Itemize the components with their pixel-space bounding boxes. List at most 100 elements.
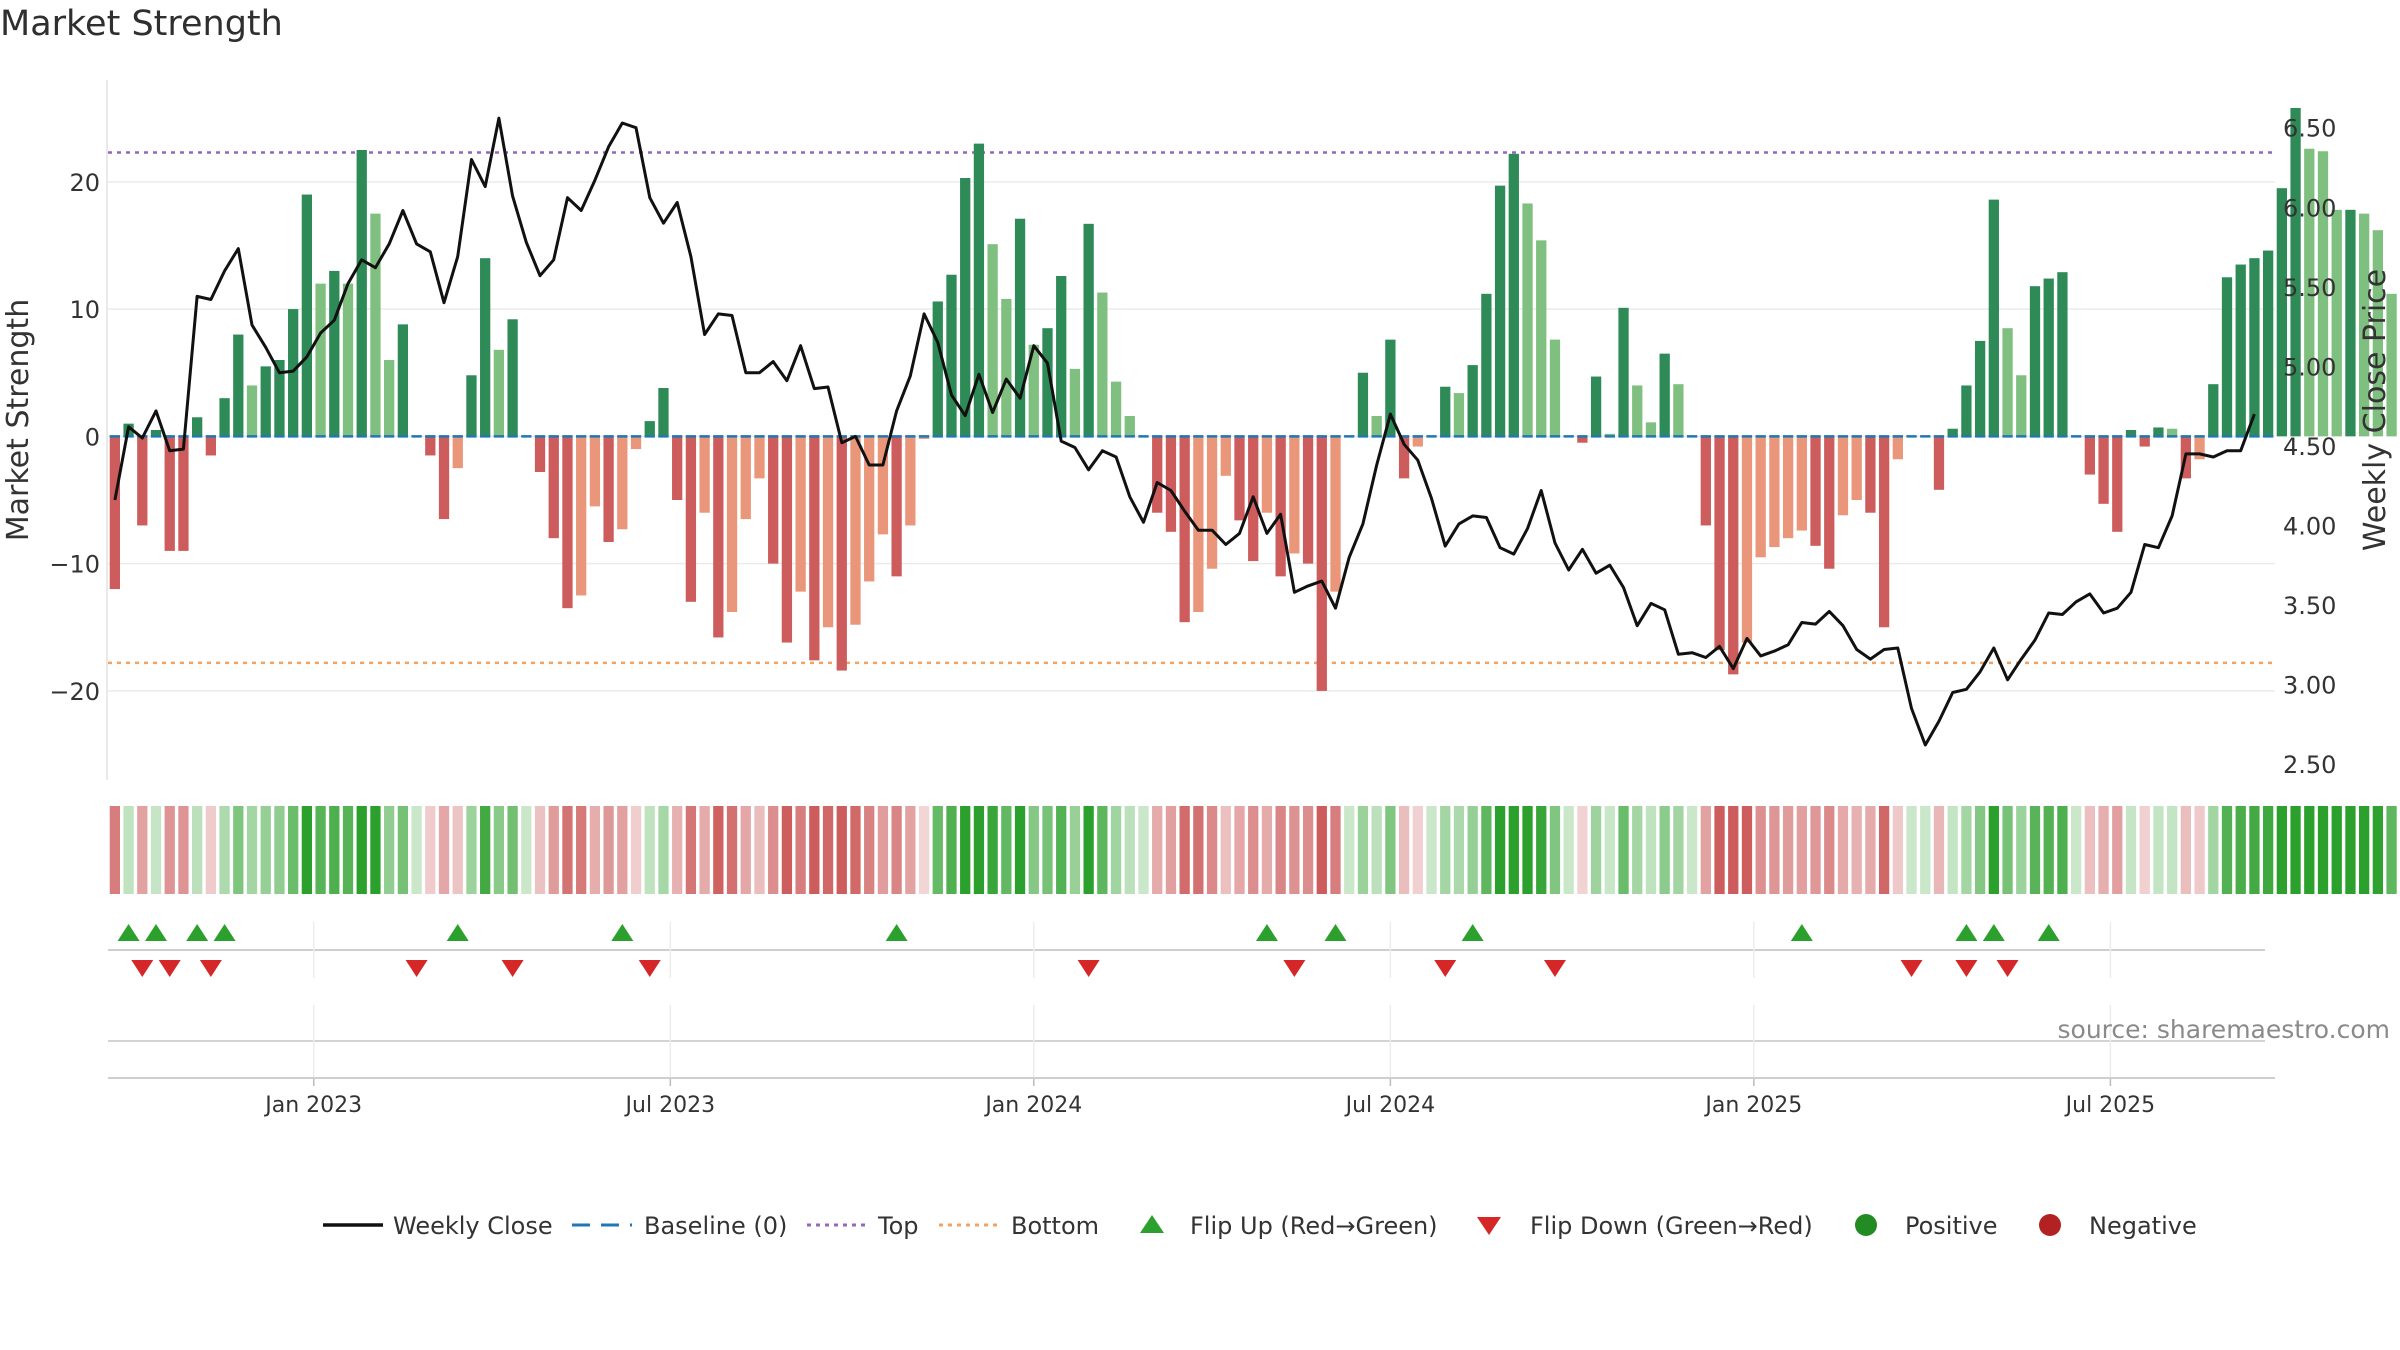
heat-cell <box>1289 806 1300 894</box>
strength-bar <box>754 436 765 479</box>
flip-up-marker <box>446 924 469 941</box>
heat-cell <box>1686 806 1698 894</box>
strength-bar <box>219 398 230 437</box>
strength-bar <box>1193 436 1204 612</box>
heat-cell <box>1069 806 1081 894</box>
strength-bar <box>1974 340 1986 437</box>
heat-cell <box>1316 806 1327 894</box>
strength-bar <box>301 194 313 437</box>
strength-bar <box>685 436 697 602</box>
strength-bar <box>1398 436 1410 479</box>
heat-cell <box>466 806 477 894</box>
strength-bar <box>1590 376 1602 437</box>
chart-legend: Weekly Close Baseline (0) Top Bottom Flip Up… <box>323 1212 2197 1240</box>
strength-bar <box>1083 223 1094 437</box>
strength-bar <box>2098 436 2109 504</box>
strength-bar <box>246 385 258 437</box>
heat-cell <box>1083 806 1094 894</box>
heat-cell <box>1577 806 1588 894</box>
strength-bar <box>630 436 642 450</box>
heat-cell <box>1645 806 1657 894</box>
strength-bar <box>1412 436 1423 447</box>
heat-cell <box>589 806 601 894</box>
weekly-close-line <box>113 116 2256 747</box>
strength-bar <box>2290 108 2301 437</box>
heat-cell <box>2386 806 2397 894</box>
heat-cell <box>836 806 847 894</box>
y-tick-label: 10 <box>69 296 100 324</box>
legend-negative-marker <box>2039 1214 2061 1236</box>
strength-bar <box>589 436 601 507</box>
strength-bar <box>315 283 326 437</box>
strength-bar <box>2043 278 2054 437</box>
heat-cell <box>1796 806 1807 894</box>
heat-cell <box>260 806 271 894</box>
heat-cell <box>713 806 724 894</box>
strength-bar <box>137 436 148 526</box>
strength-bar <box>2331 209 2342 437</box>
heat-cell <box>1453 806 1465 894</box>
heat-cell <box>946 806 957 894</box>
flip-down-marker <box>1996 960 2019 977</box>
flip-up-marker <box>1982 924 2005 941</box>
heat-cell <box>2084 806 2095 894</box>
strength-bar <box>370 213 381 437</box>
heat-cell <box>822 806 834 894</box>
y-tick-label: 20 <box>69 169 100 197</box>
heat-cell <box>932 806 943 894</box>
heat-cell <box>493 806 505 894</box>
heat-cell <box>2359 806 2370 894</box>
strength-bar <box>891 436 902 577</box>
strength-bar <box>864 436 875 582</box>
heat-cell <box>1769 806 1780 894</box>
strength-bar <box>1042 328 1053 437</box>
strength-bar <box>1741 436 1753 643</box>
heat-cell <box>1961 806 1972 894</box>
heat-cell <box>178 806 189 894</box>
strength-bar <box>1179 436 1190 623</box>
strength-bar <box>1152 436 1163 513</box>
heat-cell <box>397 806 409 894</box>
heat-cell <box>1618 806 1629 894</box>
flip-down-marker <box>1434 960 1457 977</box>
heat-cell <box>301 806 313 894</box>
strength-bar <box>918 436 930 439</box>
y2-tick-label: 3.50 <box>2283 592 2336 620</box>
strength-bar <box>672 436 683 500</box>
strength-bar <box>905 436 916 526</box>
strength-bar <box>452 436 463 469</box>
heat-cell <box>1385 806 1396 894</box>
legend-baseline-label: Baseline (0) <box>644 1212 787 1240</box>
flip-up-marker <box>611 924 634 941</box>
heat-cell <box>1892 806 1903 894</box>
strength-bar <box>1028 344 1039 437</box>
heat-cell <box>1851 806 1862 894</box>
strength-bar <box>1124 416 1135 437</box>
flip-up-marker <box>117 924 140 941</box>
heat-cell <box>1371 806 1382 894</box>
strength-bar <box>1810 436 1821 546</box>
strength-bar <box>1536 240 1547 437</box>
heat-cell <box>877 806 889 894</box>
heat-cell <box>1522 806 1533 894</box>
heat-cell <box>1344 806 1355 894</box>
strength-bar <box>726 436 738 612</box>
heat-cell <box>905 806 916 894</box>
strength-bar <box>2057 272 2068 437</box>
strength-bar <box>1933 436 1945 490</box>
heat-cell <box>2317 806 2329 894</box>
heat-cell <box>1467 806 1478 894</box>
strength-bar <box>1014 218 1026 437</box>
heat-cell <box>1920 806 1931 894</box>
strength-bar <box>2002 328 2013 437</box>
heat-cell <box>1782 806 1794 894</box>
strength-bar <box>342 283 354 437</box>
strength-bar <box>1165 436 1177 532</box>
heat-cell <box>2125 806 2137 894</box>
strength-bar <box>658 388 669 437</box>
heat-cell <box>164 806 175 894</box>
heat-cell <box>534 806 546 894</box>
y2-tick-label: 6.00 <box>2283 194 2336 222</box>
strength-bar <box>164 436 175 551</box>
strength-bar <box>205 436 217 456</box>
